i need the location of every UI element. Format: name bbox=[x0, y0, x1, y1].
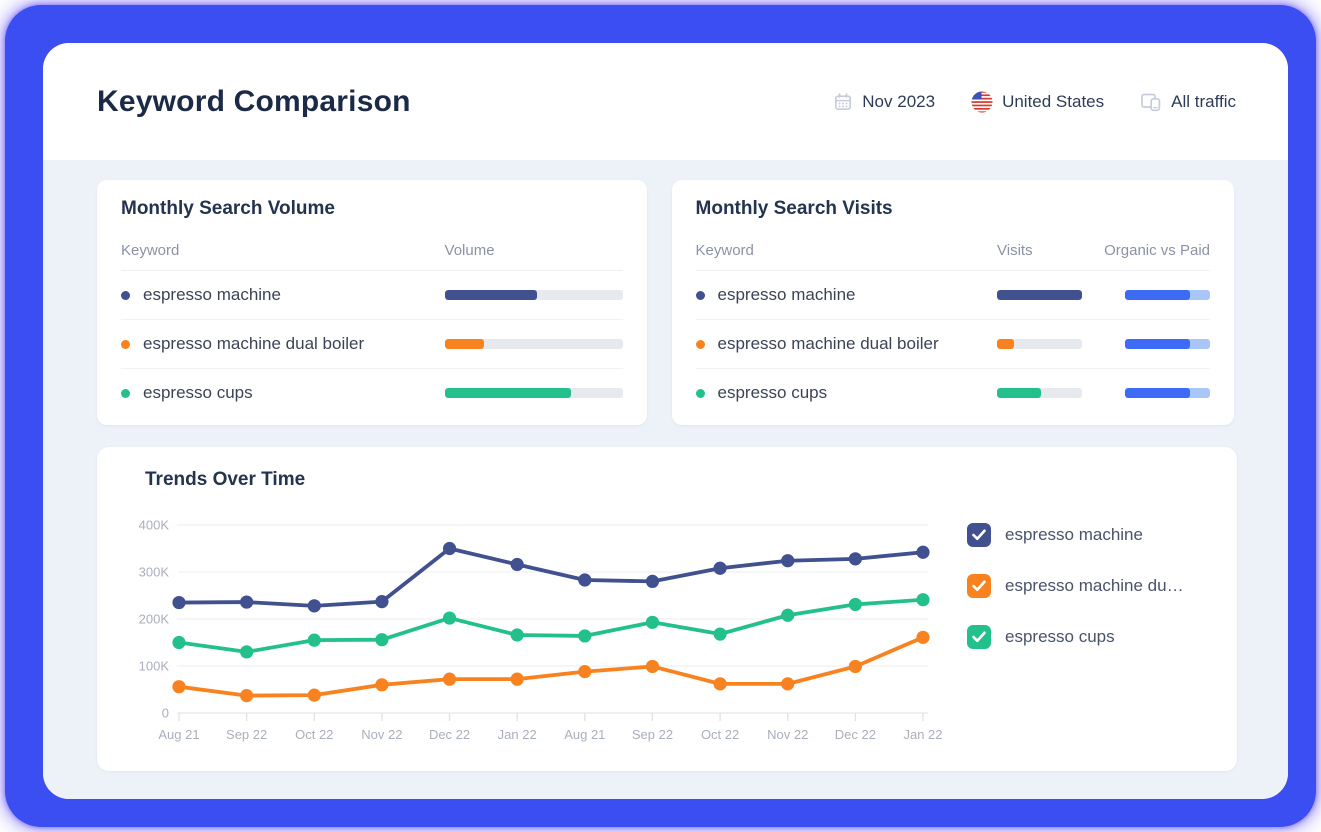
monthly-search-volume-card: Monthly Search Volume Keyword Volume esp… bbox=[97, 180, 647, 425]
visits-bar-fill bbox=[997, 388, 1042, 398]
traffic-label: All traffic bbox=[1171, 91, 1236, 111]
visits-card-title: Monthly Search Visits bbox=[695, 198, 893, 219]
us-flag-icon bbox=[971, 91, 993, 113]
trends-over-time-card: Trends Over Time 400K 300K 200K 100K 0 Aug 21… bbox=[97, 447, 1237, 771]
checkbox-checked[interactable] bbox=[967, 574, 991, 598]
country-label: United States bbox=[1002, 91, 1105, 111]
table-row: espresso machine bbox=[121, 270, 623, 319]
svg-text:Dec 22: Dec 22 bbox=[429, 727, 470, 742]
trends-chart: 400K 300K 200K 100K 0 Aug 21 Sep 22 Oct 22 Nov 2… bbox=[139, 518, 943, 743]
column-header-visits: Visits bbox=[997, 241, 1033, 259]
volume-bar bbox=[444, 339, 623, 349]
series-dot bbox=[121, 388, 130, 398]
visits-bar bbox=[997, 388, 1082, 398]
visits-bar bbox=[997, 339, 1082, 349]
top-cards-row: Monthly Search Volume Keyword Volume esp… bbox=[97, 180, 1234, 425]
volume-bar bbox=[444, 290, 623, 300]
checkmark-icon bbox=[972, 529, 986, 541]
svg-text:200K: 200K bbox=[139, 612, 170, 627]
table-row: espresso machine dual boiler bbox=[121, 319, 623, 368]
series-dot bbox=[695, 290, 705, 300]
volume-bar-fill bbox=[444, 290, 538, 300]
keyword-label: espresso cups bbox=[143, 383, 253, 402]
volume-card-title: Monthly Search Volume bbox=[121, 198, 335, 219]
legend-label: espresso cups bbox=[1005, 627, 1115, 646]
svg-text:300K: 300K bbox=[139, 565, 170, 580]
visits-bar-fill bbox=[997, 339, 1014, 349]
series-dot bbox=[121, 290, 130, 300]
devices-icon bbox=[1140, 91, 1162, 113]
organic-vs-paid-bar bbox=[1125, 339, 1210, 349]
chart-legend: espresso machine espresso machine du… bbox=[967, 513, 1184, 761]
legend-item-espresso-cups[interactable]: espresso cups bbox=[967, 625, 1184, 649]
header-controls: Nov 2023 bbox=[833, 91, 1236, 113]
panel-body: Monthly Search Volume Keyword Volume esp… bbox=[43, 160, 1288, 799]
svg-text:Dec 22: Dec 22 bbox=[835, 727, 876, 742]
page-header: Keyword Comparison bbox=[43, 43, 1288, 160]
table-row: espresso machine dual boiler bbox=[695, 319, 1210, 368]
svg-text:100K: 100K bbox=[139, 659, 170, 674]
keyword-label: espresso machine bbox=[717, 285, 856, 304]
organic-vs-paid-bar bbox=[1125, 388, 1210, 398]
svg-text:Jan 22: Jan 22 bbox=[903, 727, 942, 742]
volume-table-header: Keyword Volume bbox=[121, 230, 623, 270]
svg-text:400K: 400K bbox=[139, 518, 170, 533]
keyword-label: espresso machine dual boiler bbox=[143, 334, 365, 353]
monthly-search-visits-card: Monthly Search Visits Keyword Visits Org… bbox=[671, 180, 1234, 425]
svg-text:Oct 22: Oct 22 bbox=[295, 727, 333, 742]
checkmark-icon bbox=[972, 580, 986, 592]
column-header-keyword: Keyword bbox=[121, 241, 180, 259]
organic-vs-paid-bar bbox=[1125, 290, 1210, 300]
svg-text:Aug 21: Aug 21 bbox=[158, 727, 199, 742]
page-title: Keyword Comparison bbox=[97, 84, 411, 118]
svg-text:0: 0 bbox=[162, 706, 169, 721]
trends-card-title: Trends Over Time bbox=[145, 469, 306, 490]
svg-text:Sep 22: Sep 22 bbox=[632, 727, 673, 742]
legend-item-espresso-machine[interactable]: espresso machine bbox=[967, 523, 1184, 547]
decorative-blue-frame: Keyword Comparison bbox=[5, 5, 1316, 827]
organic-bar-fill bbox=[1125, 290, 1190, 300]
table-row: espresso machine bbox=[695, 270, 1210, 319]
date-selector[interactable]: Nov 2023 bbox=[833, 92, 935, 112]
date-label: Nov 2023 bbox=[862, 91, 936, 111]
volume-bar-fill bbox=[444, 339, 484, 349]
legend-label: espresso machine du… bbox=[1005, 576, 1184, 595]
series-dot bbox=[695, 388, 705, 398]
table-row: espresso cups bbox=[695, 368, 1210, 417]
series-dot bbox=[121, 339, 130, 349]
column-header-keyword: Keyword bbox=[695, 241, 754, 259]
visits-bar-fill bbox=[997, 290, 1082, 300]
volume-bar-fill bbox=[444, 388, 571, 398]
trends-content: 400K 300K 200K 100K 0 Aug 21 Sep 22 Oct 22 Nov 2… bbox=[135, 513, 1213, 761]
svg-text:Nov 22: Nov 22 bbox=[767, 727, 808, 742]
visits-table-header: Keyword Visits Organic vs Paid bbox=[696, 230, 1210, 270]
visits-bar bbox=[997, 290, 1082, 300]
column-header-organic-vs-paid: Organic vs Paid bbox=[1104, 241, 1210, 259]
series-dot bbox=[695, 339, 705, 349]
volume-bar bbox=[444, 388, 623, 398]
svg-text:Oct 22: Oct 22 bbox=[701, 727, 739, 742]
checkmark-icon bbox=[972, 631, 986, 643]
checkbox-checked[interactable] bbox=[967, 625, 991, 649]
legend-label: espresso machine bbox=[1005, 525, 1143, 544]
svg-text:Jan 22: Jan 22 bbox=[498, 727, 537, 742]
svg-text:Nov 22: Nov 22 bbox=[361, 727, 402, 742]
svg-text:Sep 22: Sep 22 bbox=[226, 727, 267, 742]
keyword-label: espresso machine bbox=[143, 285, 281, 304]
legend-item-espresso-machine-dual-boiler[interactable]: espresso machine du… bbox=[967, 574, 1184, 598]
svg-text:Aug 21: Aug 21 bbox=[564, 727, 605, 742]
main-panel: Keyword Comparison bbox=[43, 43, 1288, 799]
keyword-label: espresso machine dual boiler bbox=[717, 334, 939, 353]
keyword-label: espresso cups bbox=[717, 383, 828, 402]
traffic-selector[interactable]: All traffic bbox=[1140, 91, 1236, 113]
checkbox-checked[interactable] bbox=[967, 523, 991, 547]
calendar-icon bbox=[833, 92, 853, 112]
organic-bar-fill bbox=[1125, 388, 1190, 398]
column-header-volume: Volume bbox=[444, 241, 495, 259]
country-selector[interactable]: United States bbox=[971, 91, 1104, 113]
table-row: espresso cups bbox=[121, 368, 623, 417]
organic-bar-fill bbox=[1125, 339, 1191, 349]
